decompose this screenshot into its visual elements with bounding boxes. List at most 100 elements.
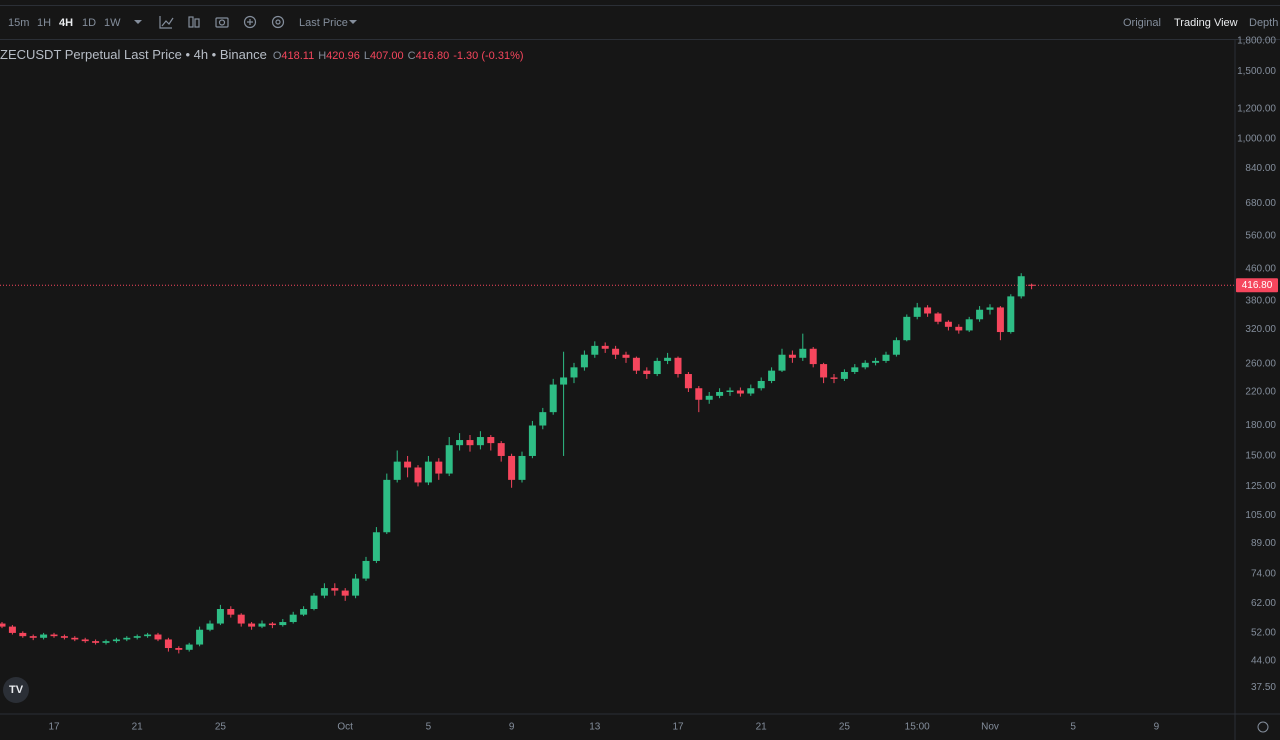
ohlc-value: 418.11	[281, 50, 315, 62]
y-tick-label: 840.00	[1245, 163, 1276, 174]
logo[interactable]	[3, 677, 29, 703]
candle-icon[interactable]	[188, 16, 194, 28]
candle-body	[560, 377, 568, 385]
y-tick-label: 1,500.00	[1237, 66, 1276, 77]
candle-body	[1017, 276, 1025, 297]
candle-icon[interactable]	[194, 18, 200, 28]
add-icon[interactable]	[247, 19, 253, 25]
view-tab[interactable]: Trading View	[1174, 17, 1238, 29]
settings-icon[interactable]	[271, 15, 285, 29]
last-price-tag	[1236, 278, 1278, 293]
candle-body	[133, 636, 141, 638]
x-tick-label: 25	[839, 722, 851, 733]
camera-icon[interactable]	[215, 17, 229, 28]
candle-body	[830, 377, 838, 379]
dropdown-arrow[interactable]	[349, 20, 357, 24]
candle-body	[601, 345, 609, 349]
interval[interactable]: 15m	[8, 17, 30, 29]
candle-body	[892, 340, 900, 355]
candle-body	[684, 374, 692, 389]
candle-body	[227, 609, 235, 615]
x-tick-label: 21	[756, 722, 768, 733]
candle-body	[424, 461, 432, 483]
x-tick-label: 21	[132, 722, 144, 733]
candle-body	[112, 639, 120, 642]
view-tab[interactable]: Depth	[1249, 17, 1279, 29]
y-tick-label: 44.00	[1251, 655, 1276, 666]
candle-body	[497, 443, 505, 456]
candle-body	[674, 357, 682, 375]
candle-body	[1028, 284, 1036, 286]
candle-body	[29, 636, 37, 638]
candle-body	[445, 445, 453, 474]
y-tick-label: 52.00	[1251, 628, 1276, 639]
settings-icon[interactable]	[275, 19, 281, 25]
candle-body	[144, 634, 152, 637]
candle-body	[768, 370, 776, 381]
x-tick-label: 17	[672, 722, 684, 733]
y-tick-label: 125.00	[1245, 481, 1276, 492]
candle-body	[539, 412, 547, 426]
settings-icon[interactable]	[1257, 721, 1269, 733]
toolbar: 15m 1H 4H 1D 1W Last Price Original Trad…	[0, 5, 1280, 40]
candle-body	[643, 370, 651, 375]
candle-body	[456, 440, 464, 446]
candle-body	[1007, 296, 1015, 333]
candle-body	[320, 588, 328, 596]
y-tick-label: 320.00	[1245, 324, 1276, 335]
candle-body	[81, 639, 89, 642]
ohlc-key: H	[318, 50, 327, 62]
ohlc-key: L	[363, 50, 370, 62]
candle-body	[466, 440, 474, 446]
y-tick-label: 680.00	[1245, 198, 1276, 209]
candle-body	[612, 348, 620, 355]
candle-body	[778, 354, 786, 371]
candle-body	[123, 637, 131, 640]
candle-body	[934, 313, 942, 322]
y-tick-label: 260.00	[1245, 359, 1276, 370]
ohlc-key: O	[272, 50, 282, 62]
candle-body	[258, 623, 266, 627]
candle-body	[851, 367, 859, 372]
x-tick-label: 9	[509, 722, 515, 733]
interval[interactable]: 1D	[82, 17, 97, 29]
candle-body	[268, 623, 276, 626]
y-tick-label: 1,800.00	[1237, 36, 1276, 47]
candle-body	[487, 437, 495, 444]
candle-body	[747, 388, 755, 394]
add-icon[interactable]	[243, 15, 257, 29]
y-tick-label: 37.50	[1251, 682, 1276, 693]
candle-body	[508, 455, 516, 480]
candle-body	[40, 634, 48, 638]
view-tab[interactable]: Original	[1123, 17, 1161, 29]
interval[interactable]: 1W	[104, 17, 121, 29]
candle-body	[289, 614, 297, 623]
last-price-label: 416.80	[1242, 280, 1273, 291]
candle-body	[903, 316, 911, 341]
candle-body	[341, 590, 349, 596]
y-tick-label: 460.00	[1245, 263, 1276, 274]
dropdown-arrow[interactable]	[134, 20, 142, 24]
candle-body	[404, 461, 412, 468]
price-type[interactable]: Last Price	[299, 17, 348, 29]
x-tick-label: Nov	[981, 722, 999, 733]
candle-body	[726, 390, 734, 392]
interval[interactable]: 1H	[37, 17, 52, 29]
candle-body	[352, 578, 360, 596]
candle-body	[528, 425, 536, 456]
x-tick-label: 5	[426, 722, 432, 733]
candle-body	[279, 622, 287, 626]
candle-body	[206, 623, 214, 630]
y-tick-label: 105.00	[1245, 510, 1276, 521]
y-tick-label: 180.00	[1245, 420, 1276, 431]
candle-body	[976, 309, 984, 320]
camera-icon[interactable]	[218, 19, 226, 26]
candle-body	[695, 388, 703, 400]
candle-body	[414, 467, 422, 483]
candle-body	[924, 307, 932, 314]
interval[interactable]: 4H	[59, 17, 74, 29]
candle-body	[393, 461, 401, 480]
candle-body	[882, 354, 890, 361]
indicator-icon[interactable]	[159, 16, 174, 29]
